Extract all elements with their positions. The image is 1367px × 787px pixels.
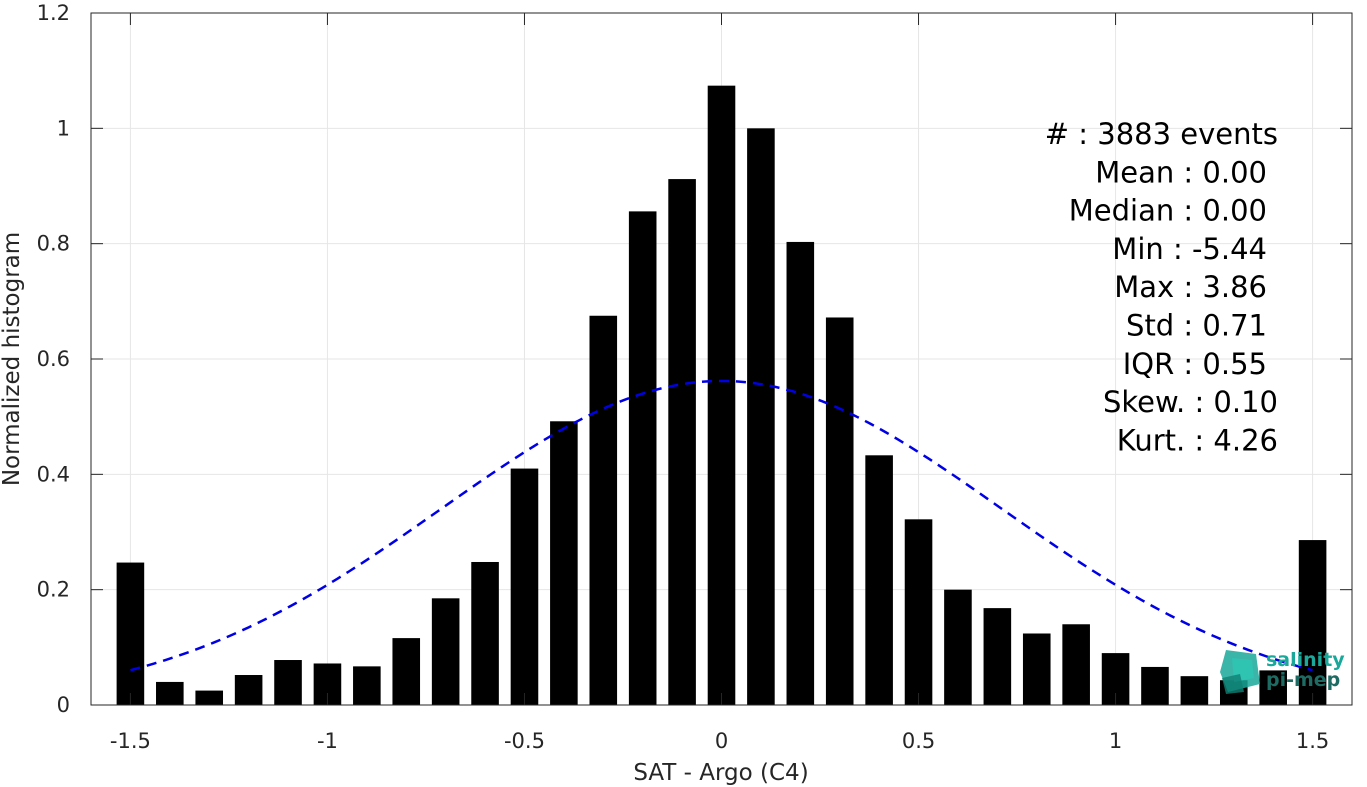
- histogram-bar: [234, 675, 263, 705]
- salinity-pimep-logo: salinity pi-mep: [1220, 649, 1345, 694]
- y-axis-label: Normalized histogram: [0, 232, 25, 486]
- x-tick-label: 1: [1109, 729, 1122, 753]
- y-tick-label: 1.2: [37, 1, 70, 25]
- histogram-bar: [707, 85, 736, 705]
- histogram-bar: [156, 681, 184, 705]
- stats-line: Max : 3.86: [1114, 270, 1267, 304]
- y-tick-label: 0: [57, 693, 70, 717]
- histogram-bar: [825, 317, 854, 705]
- x-tick-labels: -1.5 -1 -0.5 0 0.5 1 1.5: [110, 729, 1329, 753]
- y-tick-labels: 0 0.2 0.4 0.6 0.8 1 1.2: [37, 1, 70, 717]
- fit-curve-layer: [130, 379, 1313, 672]
- histogram-bar: [1022, 633, 1051, 705]
- histogram-bar: [1298, 540, 1327, 705]
- x-tick-label: 1.5: [1296, 729, 1329, 753]
- y-tick-label: 0.6: [37, 347, 70, 371]
- histogram-bar: [431, 598, 460, 705]
- logo-line1: salinity: [1266, 649, 1345, 671]
- x-axis-label: SAT - Argo (C4): [633, 760, 808, 786]
- x-tick-label: 0.5: [902, 729, 935, 753]
- histogram-bar: [904, 519, 933, 705]
- histogram-bar: [983, 608, 1012, 705]
- histogram-bar: [589, 315, 618, 705]
- histogram-bar: [274, 660, 302, 705]
- y-tick-label: 1: [57, 116, 70, 140]
- histogram-bar: [786, 241, 815, 706]
- stats-line: Median : 0.00: [1069, 194, 1267, 228]
- histogram-bar: [550, 421, 578, 705]
- stats-box: # : 3883 events Mean : 0.00 Median : 0.00 M…: [1045, 117, 1278, 457]
- histogram-bar: [628, 211, 657, 705]
- stats-line: Mean : 0.00: [1095, 155, 1267, 189]
- x-tick-label: -1.5: [110, 729, 151, 753]
- histogram-bar: [865, 455, 893, 705]
- stats-line: # : 3883 events: [1045, 117, 1278, 151]
- histogram-bar: [1062, 624, 1090, 705]
- histogram-bar: [1259, 670, 1287, 705]
- histogram-bar: [944, 589, 972, 705]
- histogram-bar: [116, 562, 145, 705]
- x-tick-label: -0.5: [504, 729, 545, 753]
- x-tick-label: 0: [715, 729, 728, 753]
- stats-line: IQR : 0.55: [1123, 347, 1267, 381]
- histogram-bar: [668, 179, 696, 705]
- histogram-bar: [510, 468, 539, 705]
- histogram-bar: [195, 690, 224, 705]
- globe-icon: [1220, 650, 1260, 694]
- axis-ticks: [91, 12, 1352, 706]
- gaussian-fit-curve: [130, 379, 1313, 672]
- stats-line: Std : 0.71: [1126, 309, 1267, 343]
- stats-line: Kurt. : 4.26: [1117, 423, 1278, 457]
- histogram-bar: [1180, 676, 1209, 705]
- histogram-bar: [1141, 666, 1169, 705]
- stats-line: Min : -5.44: [1112, 232, 1267, 266]
- x-tick-label: -1: [317, 729, 338, 753]
- histogram-bar: [353, 666, 381, 705]
- histogram-bar: [747, 128, 775, 706]
- histogram-bar: [392, 638, 421, 705]
- histogram-bar: [471, 561, 499, 705]
- y-tick-label: 0.2: [37, 578, 70, 602]
- logo-line2: pi-mep: [1266, 669, 1340, 691]
- stats-line: Skew. : 0.10: [1103, 385, 1278, 419]
- y-tick-label: 0.8: [37, 232, 70, 256]
- bars: [116, 85, 1327, 706]
- y-tick-label: 0.4: [37, 462, 70, 486]
